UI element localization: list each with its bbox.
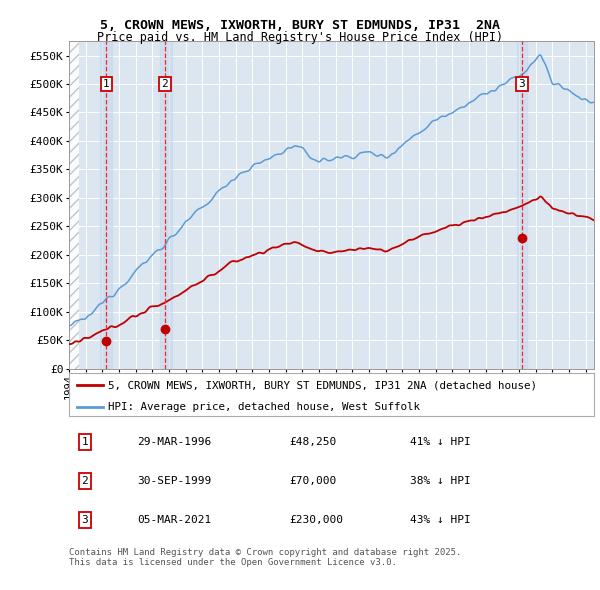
Text: 3: 3 [518, 79, 526, 89]
Text: Price paid vs. HM Land Registry's House Price Index (HPI): Price paid vs. HM Land Registry's House … [97, 31, 503, 44]
Text: Contains HM Land Registry data © Crown copyright and database right 2025.
This d: Contains HM Land Registry data © Crown c… [69, 548, 461, 567]
Text: 29-MAR-1996: 29-MAR-1996 [137, 437, 212, 447]
Text: 05-MAR-2021: 05-MAR-2021 [137, 515, 212, 525]
Bar [160, 41, 172, 369]
Bar [100, 41, 112, 369]
Text: 38% ↓ HPI: 38% ↓ HPI [410, 476, 471, 486]
Text: 2: 2 [82, 476, 88, 486]
Text: 43% ↓ HPI: 43% ↓ HPI [410, 515, 471, 525]
Text: HPI: Average price, detached house, West Suffolk: HPI: Average price, detached house, West… [109, 402, 421, 412]
Text: 5, CROWN MEWS, IXWORTH, BURY ST EDMUNDS, IP31  2NA: 5, CROWN MEWS, IXWORTH, BURY ST EDMUNDS,… [100, 19, 500, 32]
Text: 41% ↓ HPI: 41% ↓ HPI [410, 437, 471, 447]
Text: 3: 3 [82, 515, 88, 525]
Text: £70,000: £70,000 [290, 476, 337, 486]
Text: £48,250: £48,250 [290, 437, 337, 447]
Bar [69, 27, 79, 369]
Text: 1: 1 [103, 79, 110, 89]
Text: 1: 1 [82, 437, 88, 447]
Text: 30-SEP-1999: 30-SEP-1999 [137, 476, 212, 486]
Text: £230,000: £230,000 [290, 515, 343, 525]
Text: 2: 2 [161, 79, 168, 89]
Bar [517, 41, 527, 369]
Text: 5, CROWN MEWS, IXWORTH, BURY ST EDMUNDS, IP31 2NA (detached house): 5, CROWN MEWS, IXWORTH, BURY ST EDMUNDS,… [109, 381, 538, 391]
